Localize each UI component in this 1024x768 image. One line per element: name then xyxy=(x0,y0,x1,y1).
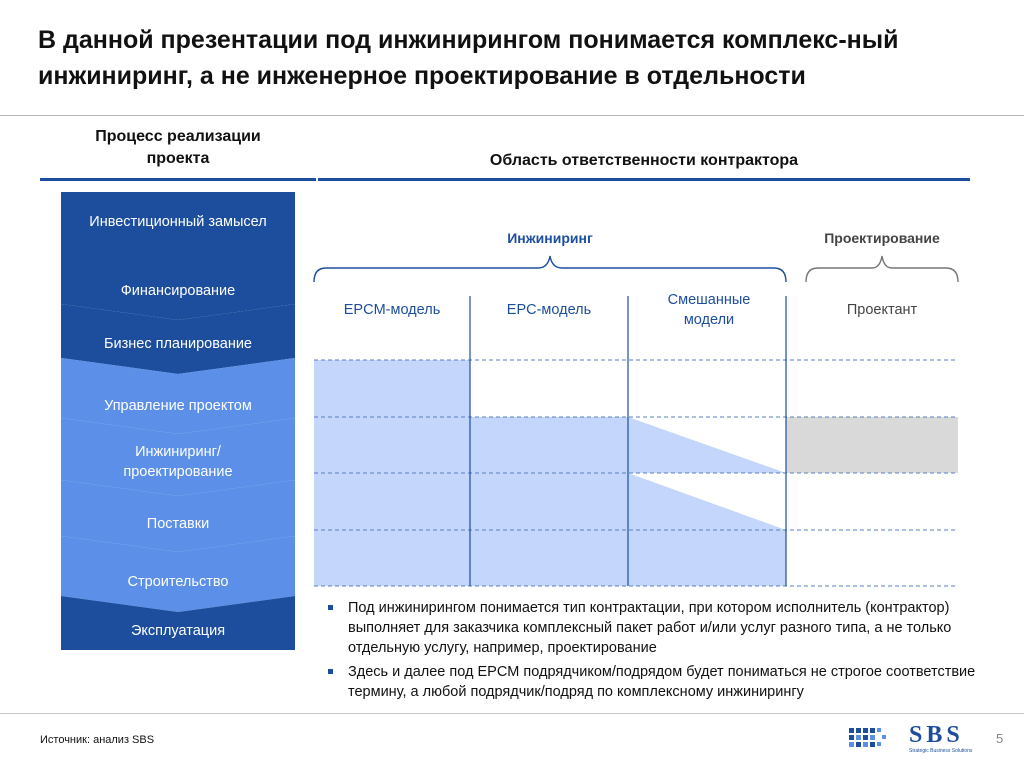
model-mixed-label: Смешанные модели xyxy=(628,290,790,330)
stage-investment-idea: Инвестиционный замысел xyxy=(61,192,295,268)
stage-shape xyxy=(61,536,295,612)
stage-label: Инжиниринг/ проектирование xyxy=(61,434,295,490)
stage-financing: Финансирование xyxy=(61,248,295,322)
stage-project-management: Управление проектом xyxy=(61,358,295,436)
stage-business-planning: Бизнес планирование xyxy=(61,304,295,376)
stage-label: Бизнес планирование xyxy=(103,336,252,352)
stage-shape xyxy=(61,192,295,266)
engineering-brace xyxy=(313,255,787,283)
stage-label: Инвестиционный замысел xyxy=(89,214,267,230)
stage-label-line1: Инжиниринг/ xyxy=(135,444,221,460)
stage-operation: Эксплуатация xyxy=(61,596,295,652)
stage-supplies: Поставки xyxy=(61,480,295,554)
right-heading-rule xyxy=(318,178,970,181)
logo-text: SBS xyxy=(909,722,964,748)
page-number: 5 xyxy=(996,731,1004,746)
stage-label: Строительство xyxy=(127,574,229,590)
slide-title: В данной презентации под инжинирингом по… xyxy=(38,26,899,90)
epc-scope-area xyxy=(470,417,628,586)
stage-engineering-design: Инжиниринг/ проектирование xyxy=(61,418,295,498)
left-heading-line2: проекта xyxy=(146,150,210,167)
stage-label: Поставки xyxy=(146,516,210,532)
stage-shape xyxy=(61,480,295,552)
stage-shape xyxy=(61,358,295,434)
column-separators xyxy=(469,296,787,586)
right-column-heading: Область ответственности контрактора xyxy=(489,152,799,169)
model-mixed-line1: Смешанные xyxy=(667,292,751,308)
left-column-heading: Процесс реализации проекта xyxy=(61,126,295,170)
stage-label-line2: проектирование xyxy=(123,464,233,480)
stage-shape xyxy=(61,304,295,374)
stage-shape xyxy=(61,248,295,320)
bullet-list: Под инжинирингом понимается тип контракт… xyxy=(326,598,1006,706)
stage-label: Управление проектом xyxy=(104,398,252,414)
stage-construction: Строительство xyxy=(61,536,295,614)
mixed-scope-upper xyxy=(628,417,786,473)
source-note: Источник: анализ SBS xyxy=(40,734,155,746)
design-brace-label: Проектирование xyxy=(824,230,940,246)
engineering-brace-label: Инжиниринг xyxy=(507,230,593,246)
left-heading-line1: Процесс реализации xyxy=(95,128,261,145)
stage-shape xyxy=(61,596,295,650)
logo-tagline: Strategic Business Solutions xyxy=(909,748,973,754)
stage-label: Эксплуатация xyxy=(130,623,226,639)
stage-label: Финансирование xyxy=(120,283,236,299)
design-brace xyxy=(805,255,959,283)
sbs-logo: SBS Strategic Business Solutions xyxy=(849,722,981,759)
left-heading-rule xyxy=(40,178,316,181)
model-designer-label: Проектант xyxy=(846,302,918,318)
footer-divider xyxy=(0,713,1024,714)
bullet-item: Под инжинирингом понимается тип контракт… xyxy=(326,598,1006,658)
row-gridlines xyxy=(314,359,958,587)
model-epc-label: EPC-модель xyxy=(506,302,592,318)
title-divider xyxy=(0,115,1024,116)
model-mixed-line2: модели xyxy=(683,312,735,328)
designer-scope-area xyxy=(786,417,958,473)
bullet-item: Здесь и далее под EPCM подрядчиком/подря… xyxy=(326,662,1006,702)
sbs-logo-mark-icon xyxy=(849,728,886,747)
model-epcm-label: EPCM-модель xyxy=(343,302,441,318)
stage-shape xyxy=(61,418,295,496)
